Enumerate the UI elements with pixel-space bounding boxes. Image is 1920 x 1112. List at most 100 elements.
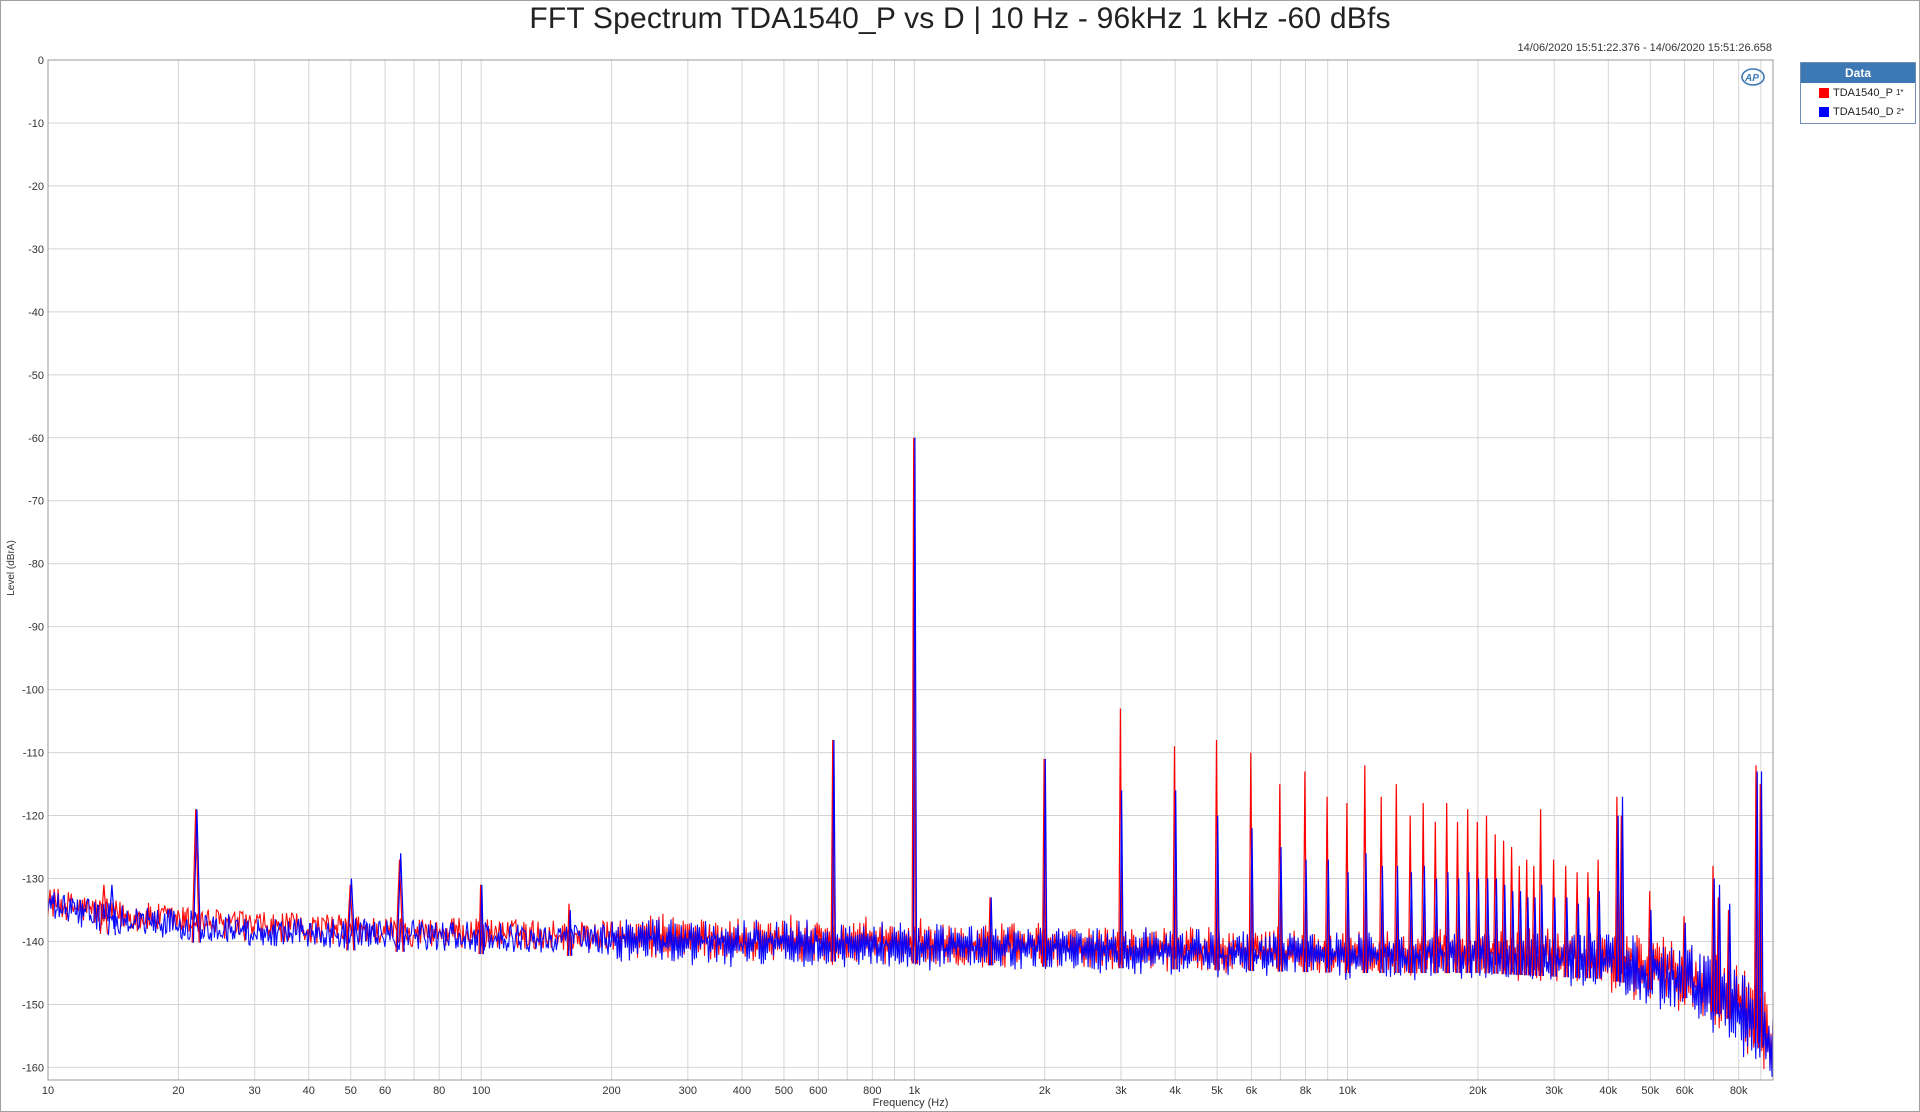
peak-tda1540_p bbox=[1710, 865, 1716, 1012]
peak-tda1540_p bbox=[1421, 802, 1426, 974]
y-tick-label: -80 bbox=[28, 559, 44, 571]
peak-tda1540_p bbox=[1118, 708, 1123, 969]
peak-tda1540_d bbox=[1494, 878, 1499, 974]
peak-tda1540_d bbox=[1395, 865, 1400, 974]
logo-text: AP bbox=[1744, 73, 1759, 84]
legend-label: TDA1540_D bbox=[1833, 105, 1894, 118]
peak-tda1540_p bbox=[1647, 891, 1652, 990]
peak-tda1540_d bbox=[1518, 891, 1523, 976]
x-tick-label: 1k bbox=[909, 1085, 921, 1097]
peak-tda1540_d bbox=[1119, 790, 1124, 969]
x-tick-label: 50 bbox=[345, 1085, 357, 1097]
peak-tda1540_d bbox=[568, 909, 573, 956]
peak-tda1540_d bbox=[1173, 790, 1178, 970]
peak-tda1540_d bbox=[1576, 903, 1581, 978]
y-tick-label: -30 bbox=[28, 244, 44, 256]
peak-tda1540_p bbox=[1509, 846, 1514, 975]
axes: 10 20 30 40 50 60 80 100 200 300 400 500 600 800 1k 2k 3… bbox=[6, 55, 1774, 1109]
peak-tda1540_d bbox=[1759, 771, 1764, 1048]
x-tick-label: 80k bbox=[1730, 1085, 1748, 1097]
y-tick-label: -90 bbox=[28, 622, 44, 634]
peak-tda1540_p bbox=[1408, 815, 1413, 974]
peak-tda1540_p bbox=[1585, 872, 1591, 979]
peak-tda1540_d bbox=[1502, 884, 1507, 975]
peak-tda1540_p bbox=[911, 437, 916, 964]
x-tick-label: 60 bbox=[379, 1085, 391, 1097]
peak-tda1540_d bbox=[1363, 853, 1369, 974]
peak-tda1540_p bbox=[1716, 897, 1721, 1015]
peak-tda1540_p bbox=[1465, 809, 1470, 974]
peak-tda1540_p bbox=[1248, 752, 1253, 972]
peak-tda1540_p bbox=[1493, 834, 1498, 974]
peak-tda1540_d bbox=[396, 853, 405, 952]
x-tick-label: 60k bbox=[1676, 1085, 1694, 1097]
peak-tda1540_d bbox=[1249, 828, 1255, 972]
plot-border bbox=[47, 59, 1774, 1081]
peak-tda1540_p bbox=[1475, 821, 1480, 974]
peak-tda1540_d bbox=[1510, 891, 1515, 975]
legend-item-tda1540-d[interactable]: TDA1540_D 2* bbox=[1801, 102, 1915, 121]
x-tick-label: 800 bbox=[863, 1085, 881, 1097]
peak-tda1540_p bbox=[1324, 796, 1330, 973]
peak-tda1540_d bbox=[1043, 758, 1048, 967]
legend-index: 1* bbox=[1895, 88, 1904, 97]
legend-label: TDA1540_P bbox=[1833, 86, 1893, 99]
y-tick-label: -150 bbox=[22, 999, 44, 1011]
peak-tda1540_d bbox=[1552, 897, 1557, 977]
peak-tda1540_d bbox=[1422, 865, 1427, 974]
peak-tda1540_p bbox=[1524, 859, 1529, 976]
peak-tda1540_p bbox=[1574, 872, 1580, 978]
x-axis-label: Frequency (Hz) bbox=[873, 1097, 949, 1109]
peak-tda1540_p bbox=[395, 859, 404, 952]
x-tick-label: 6k bbox=[1246, 1085, 1258, 1097]
peak-tda1540_d bbox=[1717, 884, 1722, 1015]
peak-tda1540_p bbox=[830, 739, 835, 962]
peak-tda1540_d bbox=[1683, 922, 1688, 999]
peak-tda1540_p bbox=[1041, 758, 1047, 967]
legend[interactable]: Data TDA1540_P 1* TDA1540_D 2* bbox=[1800, 62, 1916, 124]
legend-item-tda1540-p[interactable]: TDA1540_P 1* bbox=[1801, 83, 1915, 102]
peak-tda1540_d bbox=[1278, 846, 1284, 972]
peak-tda1540_p bbox=[1517, 865, 1522, 976]
peak-tda1540_p bbox=[1172, 746, 1177, 970]
y-tick-label: -20 bbox=[28, 181, 44, 193]
x-tick-label: 30 bbox=[249, 1085, 261, 1097]
peak-tda1540_p bbox=[1614, 796, 1620, 982]
peak-tda1540_d bbox=[1326, 859, 1331, 973]
legend-swatch-blue bbox=[1819, 106, 1829, 117]
legend-header: Data bbox=[1801, 63, 1915, 83]
x-tick-label: 5k bbox=[1211, 1085, 1223, 1097]
peak-tda1540_d bbox=[989, 897, 994, 966]
legend-swatch-red bbox=[1819, 87, 1829, 98]
peak-tda1540_d bbox=[1648, 909, 1654, 990]
peak-tda1540_p bbox=[1753, 765, 1759, 1044]
peak-tda1540_d bbox=[1615, 815, 1621, 982]
y-tick-label: -140 bbox=[22, 936, 44, 948]
peak-tda1540_d bbox=[1445, 872, 1451, 974]
peak-tda1540_d bbox=[1466, 872, 1472, 974]
peak-tda1540_p bbox=[1277, 784, 1282, 972]
y-tick-label: -70 bbox=[28, 496, 44, 508]
y-tick-label: -40 bbox=[28, 307, 44, 319]
peak-tda1540_d bbox=[479, 884, 484, 955]
peak-tda1540_p bbox=[1433, 821, 1438, 974]
peak-tda1540_d bbox=[1525, 897, 1531, 976]
peak-tda1540_d bbox=[1597, 891, 1602, 979]
x-tick-label: 20k bbox=[1469, 1085, 1487, 1097]
peak-tda1540_d bbox=[1380, 865, 1385, 974]
peak-tda1540_d bbox=[192, 809, 201, 943]
x-tick-label: 100 bbox=[472, 1085, 490, 1097]
x-tick-label: 300 bbox=[679, 1085, 697, 1097]
y-axis-label: Level (dBrA) bbox=[6, 540, 17, 596]
plot-area bbox=[48, 60, 1773, 1080]
x-tick-label: 30k bbox=[1545, 1085, 1563, 1097]
y-tick-label: -160 bbox=[22, 1062, 44, 1074]
y-tick-label: -100 bbox=[22, 685, 44, 697]
peak-tda1540_p bbox=[1501, 840, 1506, 975]
y-tick-label: -10 bbox=[28, 118, 44, 130]
series-layer bbox=[47, 437, 1774, 1077]
x-tick-label: 80 bbox=[433, 1085, 445, 1097]
grid bbox=[47, 59, 1773, 1080]
x-tick-label: 8k bbox=[1300, 1085, 1312, 1097]
